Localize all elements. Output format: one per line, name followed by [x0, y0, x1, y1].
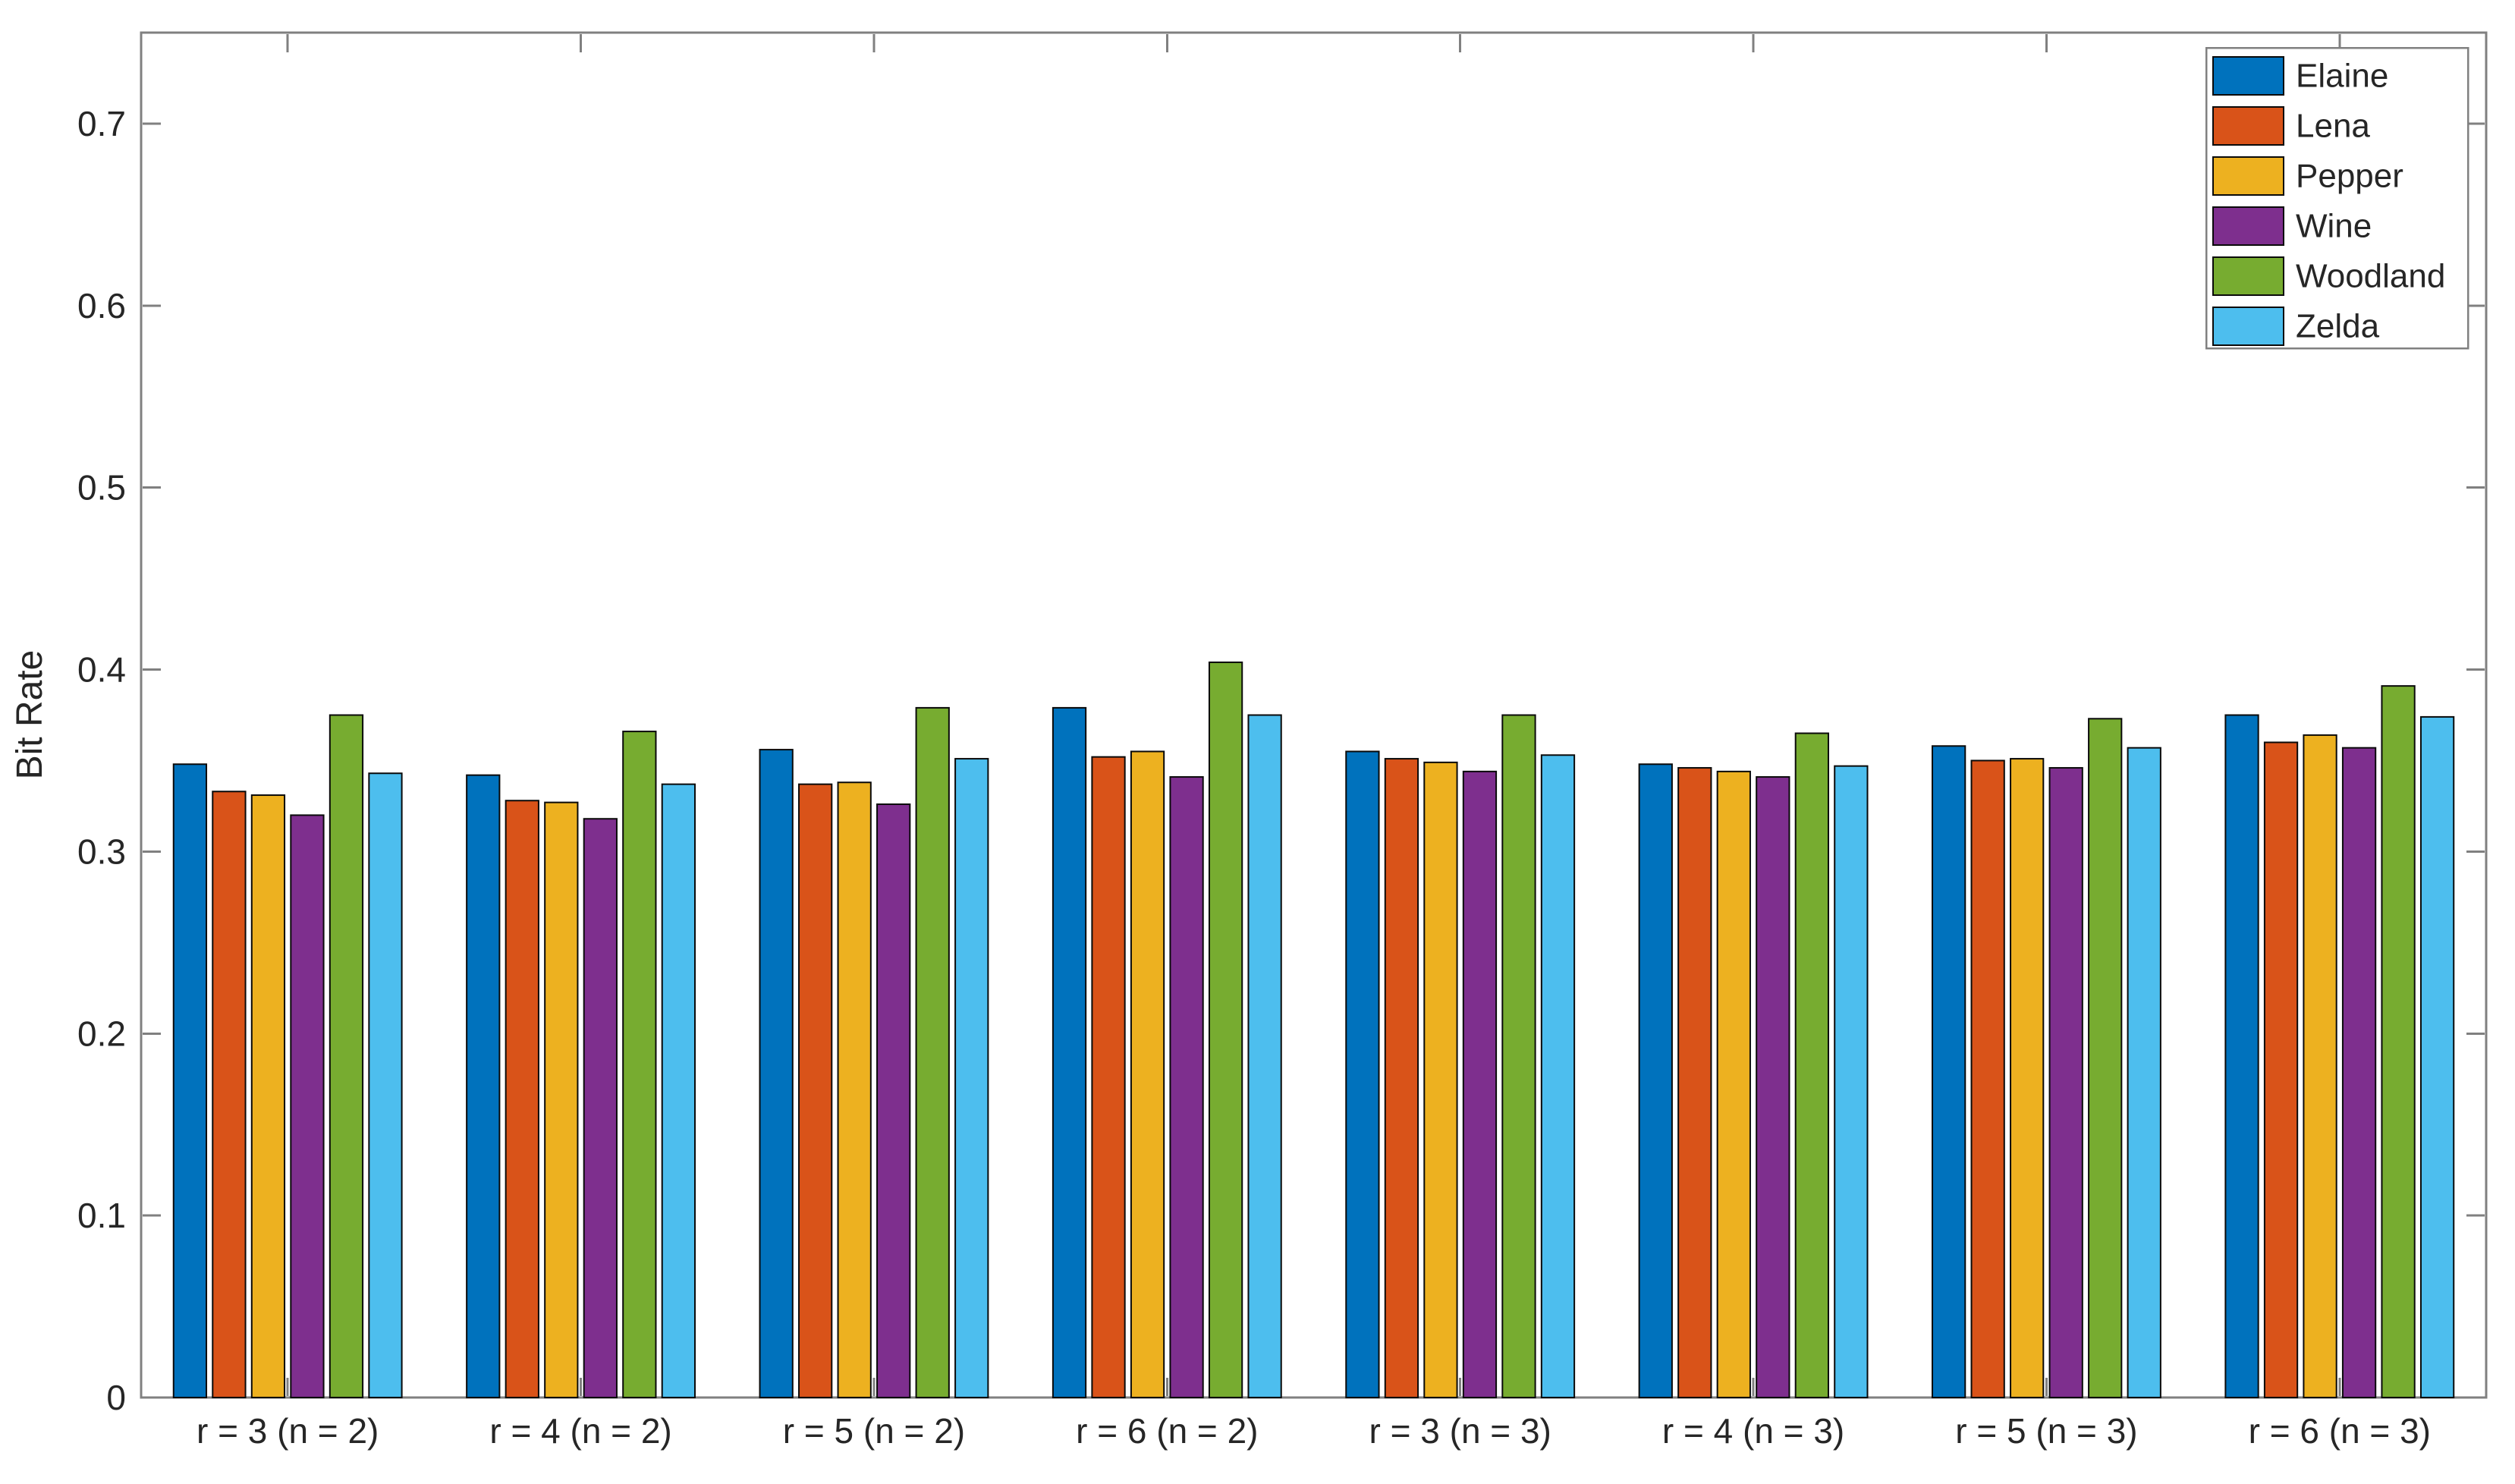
legend-swatch-lena	[2212, 106, 2284, 146]
bar-wine	[1756, 776, 1790, 1398]
bar-elaine	[2224, 714, 2259, 1398]
bars	[172, 661, 2455, 1399]
legend-box	[2205, 46, 2469, 350]
bar-elaine	[1638, 763, 1673, 1398]
bar-lena	[1091, 756, 1126, 1398]
legend-swatch-zelda	[2212, 307, 2284, 346]
bar-zelda	[661, 783, 696, 1398]
bar-wine	[290, 814, 325, 1398]
y-tick-label: 0.7	[77, 104, 126, 143]
x-tick-label: r = 3 (n = 2)	[196, 1411, 379, 1451]
bar-zelda	[1247, 714, 1282, 1398]
y-tick-label: 0.4	[77, 650, 126, 690]
bar-zelda	[368, 772, 403, 1398]
y-tick-label: 0	[106, 1378, 126, 1417]
bar-woodland	[329, 714, 364, 1398]
legend-swatch-pepper	[2212, 156, 2284, 196]
bar-lena	[2263, 741, 2299, 1398]
bar-woodland	[915, 706, 950, 1398]
bar-woodland	[1208, 661, 1243, 1398]
bar-pepper	[837, 781, 872, 1398]
bar-woodland	[622, 731, 657, 1398]
bar-zelda	[1834, 765, 1869, 1398]
bar-pepper	[544, 801, 579, 1398]
bar-lena	[1677, 767, 1712, 1398]
bar-wine	[876, 803, 911, 1398]
bar-wine	[2048, 767, 2083, 1398]
legend-swatch-wine	[2212, 206, 2284, 246]
x-tick-label: r = 6 (n = 3)	[2249, 1411, 2431, 1451]
legend-label-elaine: Elaine	[2296, 58, 2388, 95]
legend-label-wine: Wine	[2296, 208, 2372, 245]
legend-label-zelda: Zelda	[2296, 308, 2380, 345]
bar-zelda	[1540, 754, 1576, 1398]
bar-lena	[212, 791, 247, 1398]
bar-lena	[798, 783, 833, 1398]
x-tick-label: r = 4 (n = 3)	[1662, 1411, 1844, 1451]
legend-label-pepper: Pepper	[2296, 158, 2403, 195]
legend-label-woodland: Woodland	[2296, 258, 2445, 295]
plot-border	[140, 31, 2488, 1399]
bar-woodland	[2088, 718, 2123, 1398]
x-tick-label: r = 3 (n = 3)	[1369, 1411, 1551, 1451]
legend-label-lena: Lena	[2296, 108, 2370, 145]
bar-zelda	[2419, 715, 2455, 1398]
x-tick-label: r = 4 (n = 2)	[489, 1411, 671, 1451]
bar-pepper	[1130, 750, 1165, 1398]
bar-wine	[583, 818, 618, 1398]
axis-ticks	[143, 34, 2485, 1399]
bar-elaine	[172, 763, 208, 1398]
bar-woodland	[2381, 685, 2416, 1398]
bar-pepper	[1716, 770, 1751, 1398]
bar-pepper	[2303, 734, 2337, 1398]
axis-labels: 0 0.1 0.2 0.3 0.4 0.5 0.6 0.7 r = 3 (n = 2) r = 4…	[77, 104, 2431, 1451]
bar-pepper	[250, 794, 286, 1399]
bar-elaine	[1932, 745, 1966, 1398]
bar-elaine	[1345, 750, 1380, 1398]
y-tick-label: 0.2	[77, 1014, 126, 1053]
bar-elaine	[466, 774, 501, 1398]
legend: Elaine Lena Pepper Wine Woodland Zelda	[2205, 46, 2469, 350]
bar-zelda	[954, 758, 989, 1398]
y-tick-label: 0.6	[77, 286, 126, 325]
x-tick-label: r = 5 (n = 2)	[783, 1411, 965, 1451]
legend-swatch-woodland	[2212, 256, 2284, 296]
legend-swatch-elaine	[2212, 56, 2284, 96]
bar-wine	[1169, 776, 1204, 1398]
bar-wine	[2341, 747, 2377, 1398]
bar-lena	[1970, 759, 2005, 1398]
bar-lena	[1384, 758, 1419, 1398]
bar-pepper	[2010, 758, 2045, 1398]
bar-lena	[505, 800, 539, 1398]
x-tick-label: r = 5 (n = 3)	[1955, 1411, 2137, 1451]
y-tick-label: 0.5	[77, 468, 126, 508]
y-tick-label: 0.3	[77, 832, 126, 871]
bar-woodland	[1501, 714, 1536, 1398]
y-tick-label: 0.1	[77, 1196, 126, 1235]
bar-zelda	[2127, 747, 2161, 1398]
x-tick-label: r = 6 (n = 2)	[1076, 1411, 1258, 1451]
bar-elaine	[759, 749, 794, 1398]
bar-wine	[1462, 770, 1498, 1398]
plot-frame	[140, 31, 2488, 1399]
bar-woodland	[1794, 732, 1829, 1398]
bar-elaine	[1052, 706, 1087, 1398]
y-axis-label: Bit Rate	[10, 650, 50, 780]
bar-pepper	[1423, 761, 1458, 1398]
